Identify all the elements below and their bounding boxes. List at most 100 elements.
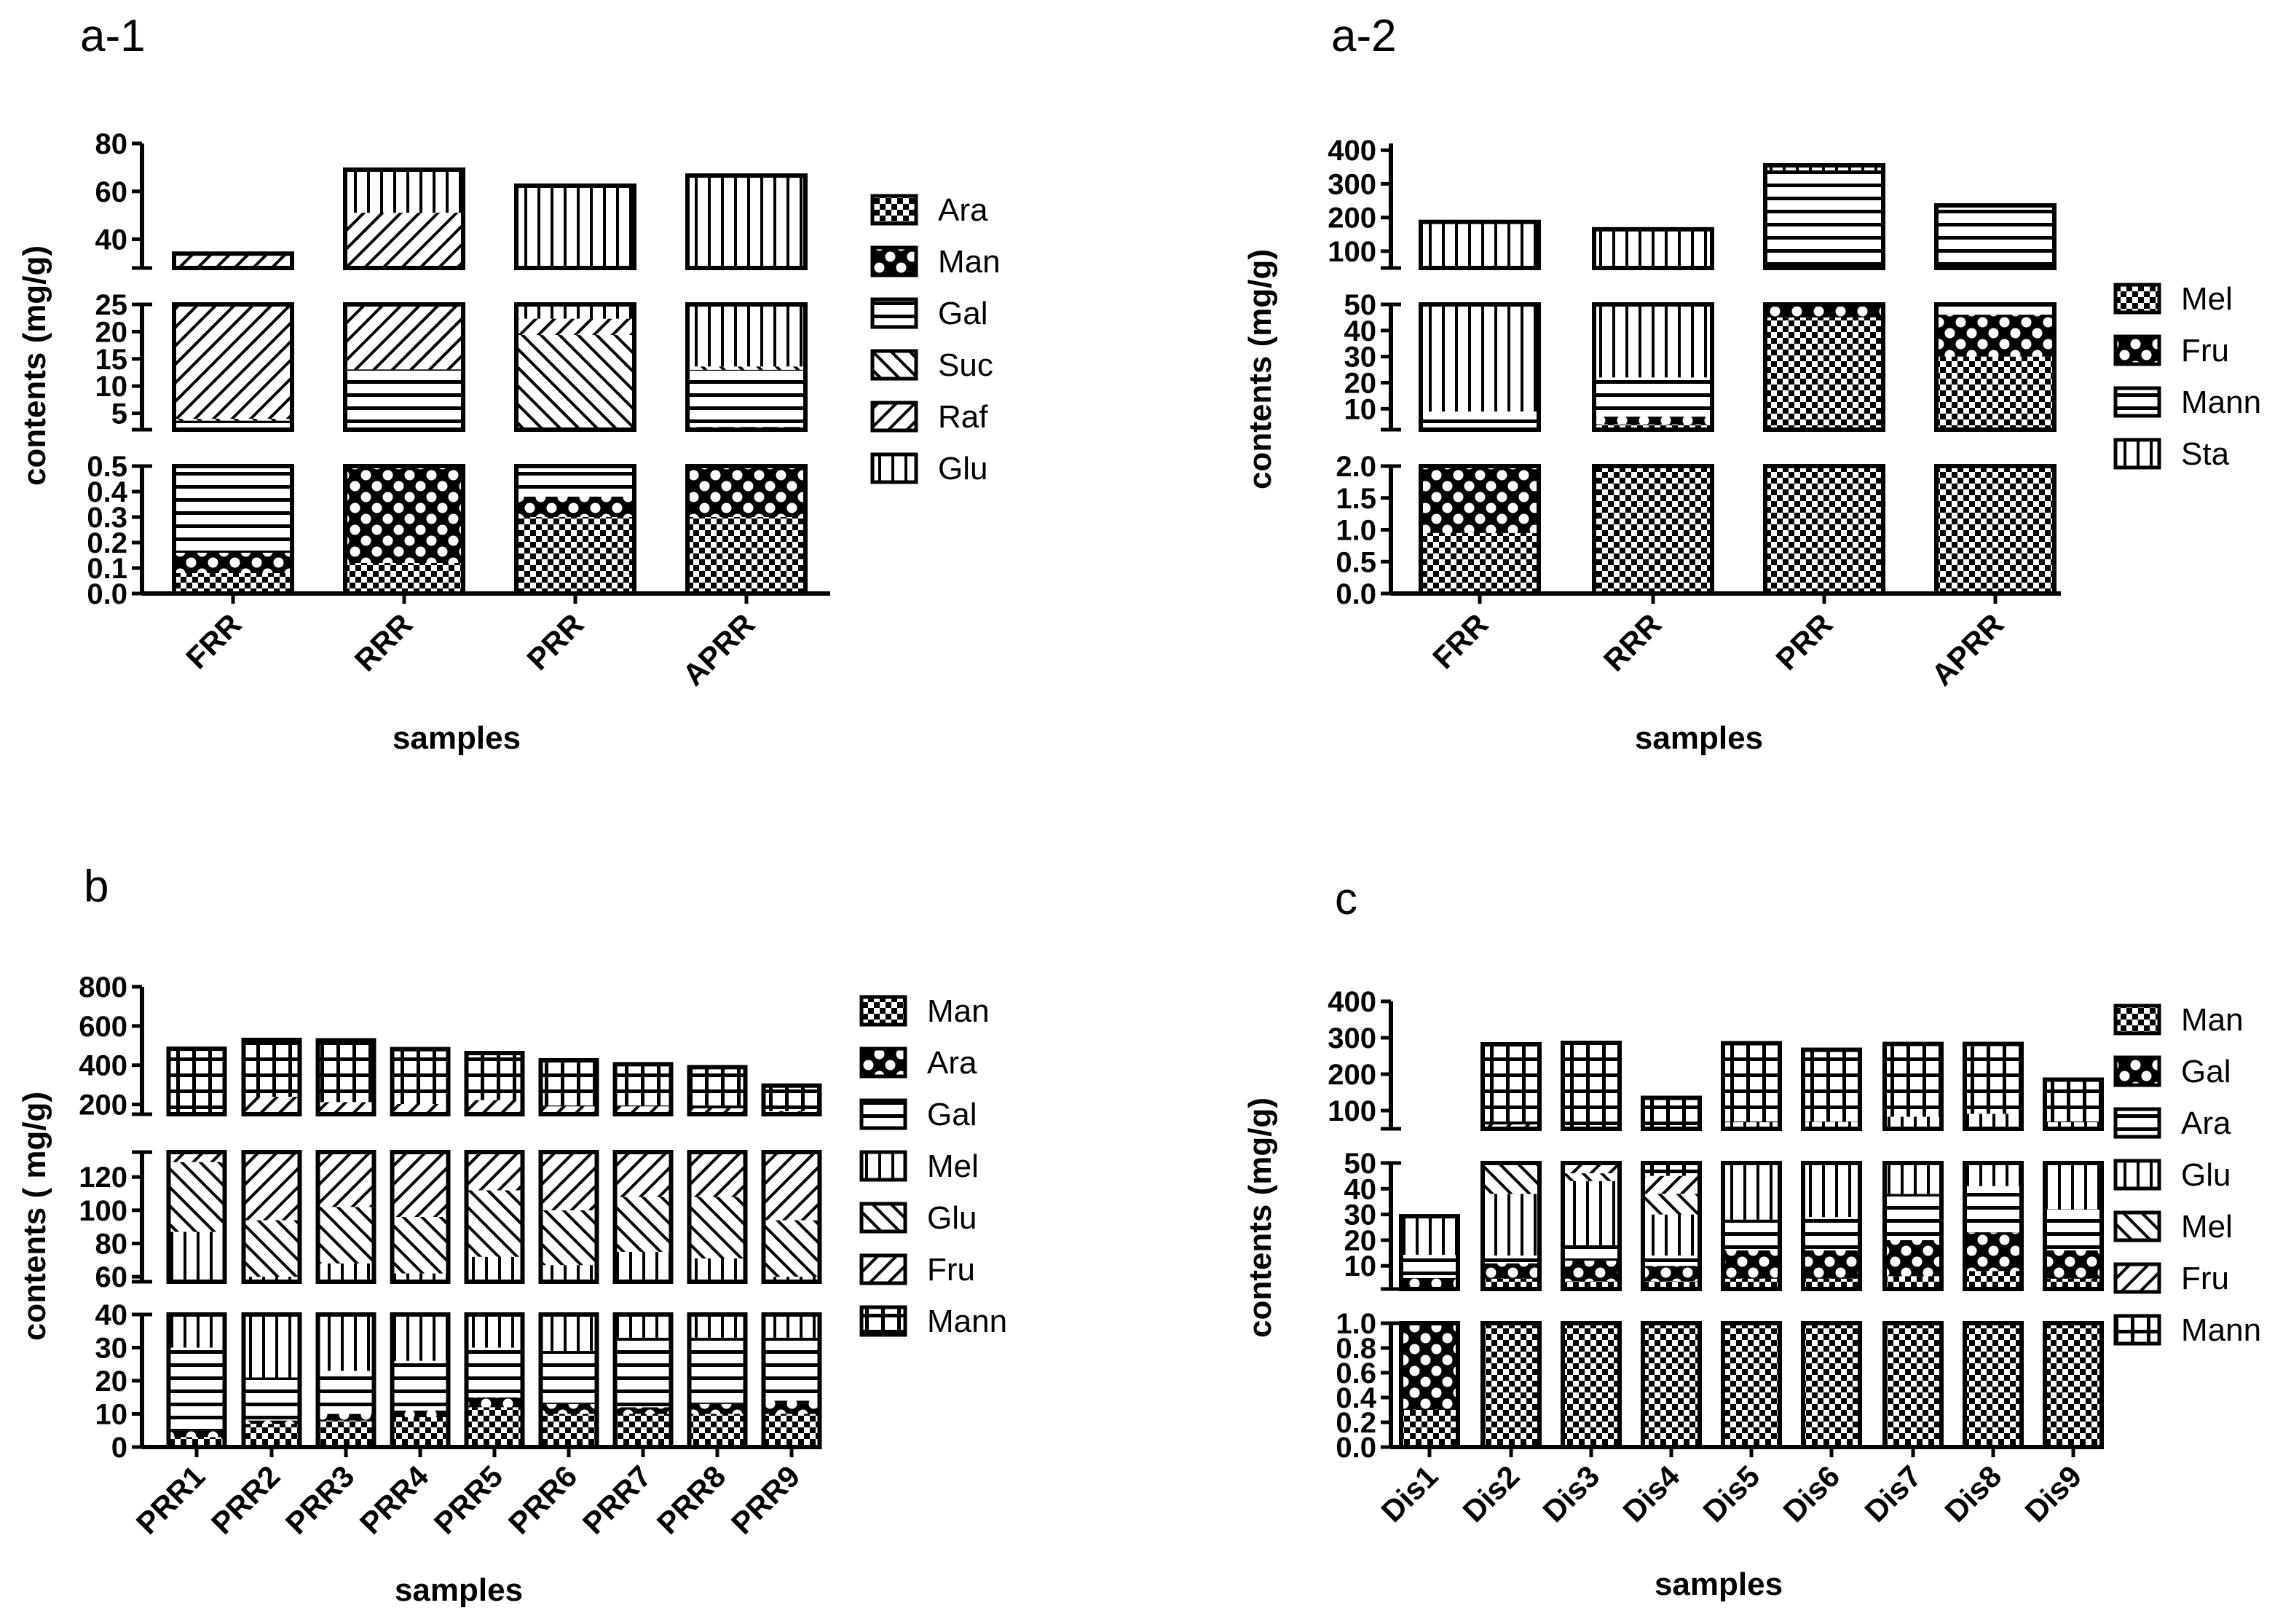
bar-segment [1723, 1278, 1780, 1289]
bar-segment [168, 1152, 225, 1162]
category-label: RRR [348, 607, 419, 678]
plot-area: PRR1PRR2PRR3PRR4PRR5PRR6PRR7PRR8PRR90102… [79, 971, 822, 1541]
legend-item: Glu [859, 1200, 977, 1236]
y-axis-segment: 200 400 600 800 [79, 971, 152, 1122]
bar-outline [172, 251, 294, 271]
legend-swatch [859, 1046, 907, 1079]
bar-outline [166, 1046, 227, 1116]
bar-segment [466, 1407, 523, 1447]
bar-outline [343, 167, 465, 270]
bar-segment [1563, 1163, 1620, 1174]
bar-outline [514, 302, 636, 432]
bar-segment [1594, 377, 1712, 417]
y-tick-label: 20 [95, 316, 128, 348]
bar-segment [1421, 532, 1539, 594]
legend-label: Sta [2181, 436, 2230, 472]
y-tick-label: 10 [1344, 393, 1377, 425]
bar-segment [615, 1414, 671, 1447]
bar-stack [1419, 219, 1541, 596]
bar-segment [243, 1314, 300, 1378]
y-tick-label: 30 [95, 1333, 128, 1365]
bar-segment [1563, 1245, 1620, 1261]
bar-outline [1399, 1214, 1460, 1291]
bar-segment [466, 1397, 523, 1408]
bar-segment [615, 1314, 671, 1338]
bar-segment [1885, 1194, 1941, 1240]
bar-segment [345, 169, 463, 213]
bar-segment [540, 1351, 597, 1404]
bar-segment [318, 1414, 374, 1421]
bar-segment [1885, 1323, 1941, 1447]
plot-area: FRR RRR PRR APRR 0.00.10.20.30.40.5 510152025… [87, 128, 830, 693]
bar-segment [615, 1197, 671, 1252]
bar-segment [466, 1100, 523, 1114]
legend-swatch [859, 1098, 907, 1130]
bar-segment [1421, 466, 1539, 533]
bar-segment [1594, 417, 1712, 425]
legend-item: Sta [2113, 436, 2230, 472]
legend-label: Glu [938, 451, 987, 486]
legend-label: Man [927, 993, 990, 1029]
bar-outline [241, 1037, 302, 1117]
bar-stack [1480, 1042, 1542, 1449]
bar-segment [174, 418, 292, 421]
bar-segment [1401, 1410, 1458, 1447]
bar-segment [392, 1104, 449, 1114]
bar-stack [464, 1051, 525, 1449]
legend-swatch [859, 995, 907, 1027]
chart-panel-a1: a-1 FRR RRR PRR APRR 0.00.10.20.30.40.5 51015… [17, 11, 1001, 756]
bar-segment [1723, 1250, 1780, 1279]
y-tick-label: 10 [95, 1399, 128, 1431]
panel-label: b [84, 862, 109, 912]
bar-segment [318, 1263, 374, 1282]
bar-segment [2045, 1278, 2102, 1289]
legend-swatch [2113, 1262, 2161, 1294]
bar-segment [1594, 466, 1712, 594]
legend-label: Glu [927, 1200, 977, 1236]
bar-segment [689, 1403, 746, 1414]
bar-outline [1592, 302, 1714, 432]
category-label: PRR [1769, 607, 1839, 677]
bar-segment [516, 304, 634, 319]
bar-segment [1421, 411, 1539, 429]
y-tick-label: 0.0 [1336, 578, 1376, 610]
bar-segment [466, 1256, 523, 1282]
bar-stack [1882, 1041, 1944, 1449]
legend-item: Mann [859, 1304, 1007, 1339]
bar-segment [689, 1414, 746, 1447]
bar-segment [763, 1400, 820, 1414]
legend-item: Glu [2113, 1157, 2231, 1193]
legend-item: Glu [870, 451, 987, 486]
plot-area: FRR RRR PRR APRR0.00.51.01.52.0102030405010… [1328, 135, 2061, 693]
bar-segment [615, 1337, 671, 1408]
y-tick-label: 1.5 [1336, 483, 1376, 515]
bar-outline [514, 183, 636, 270]
bar-segment [1936, 205, 2054, 268]
bar-segment [2045, 1163, 2102, 1210]
bar-segment [1421, 221, 1539, 268]
bar-outline [464, 1051, 525, 1116]
bar-segment [689, 1067, 746, 1108]
y-tick-label: 800 [79, 971, 127, 1004]
bar-segment [1483, 1044, 1539, 1124]
bar-stack [241, 1037, 302, 1449]
legend-swatch [859, 1305, 907, 1337]
bar-segment [345, 466, 463, 563]
bar-segment [1563, 1043, 1620, 1127]
legend-label: Mel [2181, 281, 2233, 317]
bar-segment [243, 1220, 300, 1277]
legend-swatch [870, 297, 918, 329]
category-label: APRR [676, 607, 761, 692]
bar-segment [689, 1197, 746, 1259]
legend-item: Fru [2113, 1261, 2229, 1296]
bar-segment [1594, 424, 1712, 430]
bar-segment [516, 466, 634, 497]
bar-outline [2043, 1161, 2104, 1291]
y-tick-label: 5 [111, 398, 127, 430]
bar-outline [390, 1046, 451, 1116]
legend-swatch [859, 1253, 907, 1285]
bar-outline [315, 1150, 376, 1284]
bar-segment [1563, 1180, 1620, 1245]
bar-segment [763, 1085, 820, 1111]
y-tick-label: 20 [95, 1365, 128, 1398]
